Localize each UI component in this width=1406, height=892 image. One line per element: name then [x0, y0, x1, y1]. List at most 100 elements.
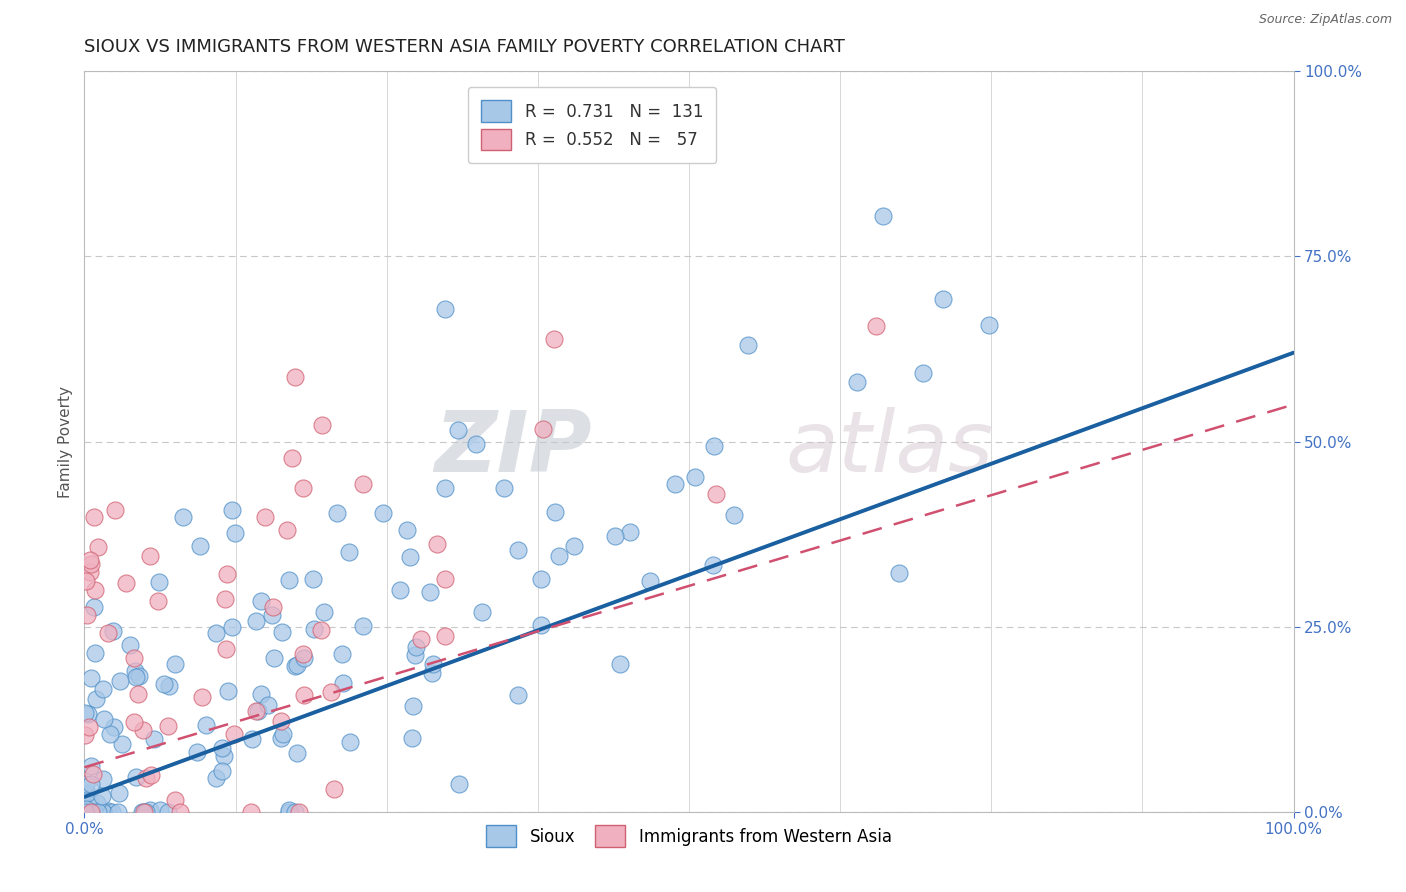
Point: [139, 549, 162, 564]
Point: [115, 576, 138, 591]
Point: [214, 749, 236, 764]
Point: [447, 423, 470, 437]
Point: [73, 805, 96, 819]
Point: [91, 805, 114, 819]
Point: [146, 594, 169, 608]
Point: [323, 782, 346, 797]
Point: [172, 510, 194, 524]
Point: [83, 599, 105, 614]
Point: [704, 486, 727, 500]
Point: [91, 682, 114, 697]
Point: [86, 541, 108, 555]
Text: ZIP: ZIP: [434, 408, 592, 491]
Point: [284, 658, 307, 673]
Point: [302, 572, 325, 586]
Point: [395, 523, 418, 537]
Point: [97, 804, 120, 818]
Point: [169, 805, 191, 819]
Point: [492, 481, 515, 495]
Point: [77, 793, 100, 807]
Point: [434, 302, 457, 317]
Point: [111, 737, 134, 751]
Point: [434, 572, 457, 586]
Point: [141, 768, 163, 782]
Point: [75, 574, 97, 589]
Point: [314, 605, 336, 619]
Point: [638, 574, 661, 588]
Point: [433, 481, 456, 495]
Point: [309, 623, 332, 637]
Point: [127, 687, 149, 701]
Point: [281, 451, 304, 466]
Point: [157, 719, 180, 733]
Point: [91, 805, 114, 819]
Point: [148, 574, 170, 589]
Point: [737, 338, 759, 352]
Point: [399, 549, 422, 564]
Point: [402, 699, 425, 714]
Point: [75, 777, 97, 791]
Point: [664, 476, 686, 491]
Point: [142, 731, 165, 746]
Point: [83, 509, 105, 524]
Point: [562, 539, 585, 553]
Y-axis label: Family Poverty: Family Poverty: [58, 385, 73, 498]
Point: [135, 772, 157, 786]
Point: [339, 735, 361, 749]
Point: [118, 638, 141, 652]
Point: [221, 619, 243, 633]
Point: [83, 647, 105, 661]
Point: [77, 720, 100, 734]
Point: [703, 439, 725, 453]
Point: [125, 670, 148, 684]
Point: [132, 723, 155, 737]
Point: [547, 549, 569, 564]
Point: [292, 688, 315, 702]
Point: [284, 370, 307, 384]
Point: [83, 805, 105, 819]
Point: [977, 318, 1000, 332]
Point: [245, 704, 267, 718]
Point: [217, 683, 239, 698]
Point: [263, 650, 285, 665]
Point: [91, 772, 114, 786]
Point: [619, 525, 641, 540]
Point: [419, 584, 441, 599]
Point: [471, 605, 494, 619]
Point: [157, 679, 180, 693]
Point: [912, 366, 935, 380]
Point: [76, 707, 98, 722]
Point: [79, 805, 101, 819]
Point: [426, 537, 449, 551]
Point: [80, 805, 103, 819]
Point: [253, 510, 276, 524]
Point: [191, 690, 214, 704]
Text: SIOUX VS IMMIGRANTS FROM WESTERN ASIA FAMILY POVERTY CORRELATION CHART: SIOUX VS IMMIGRANTS FROM WESTERN ASIA FA…: [84, 38, 845, 56]
Point: [80, 557, 103, 571]
Point: [75, 728, 97, 742]
Point: [405, 640, 427, 654]
Point: [122, 714, 145, 729]
Point: [609, 657, 631, 671]
Point: [270, 625, 292, 640]
Point: [125, 770, 148, 784]
Point: [683, 469, 706, 483]
Point: [79, 553, 101, 567]
Point: [80, 671, 103, 685]
Point: [240, 731, 263, 746]
Point: [91, 789, 114, 804]
Point: [80, 777, 103, 791]
Point: [188, 539, 211, 553]
Point: [124, 651, 146, 665]
Point: [84, 691, 107, 706]
Text: atlas: atlas: [786, 408, 994, 491]
Point: [352, 619, 374, 633]
Point: [186, 745, 208, 759]
Point: [76, 786, 98, 800]
Point: [530, 572, 553, 586]
Point: [73, 790, 96, 805]
Point: [420, 666, 443, 681]
Point: [215, 566, 238, 581]
Point: [138, 803, 160, 817]
Text: Source: ZipAtlas.com: Source: ZipAtlas.com: [1258, 13, 1392, 27]
